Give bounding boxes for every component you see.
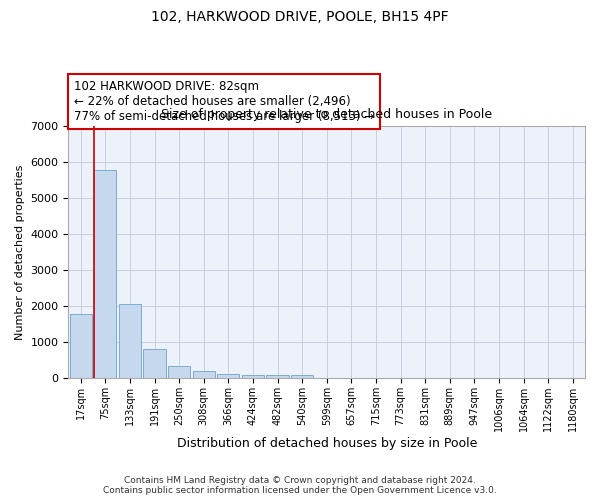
- Bar: [242, 374, 264, 378]
- Bar: [119, 304, 141, 378]
- Bar: [143, 348, 166, 378]
- Bar: [168, 366, 190, 378]
- Bar: [193, 372, 215, 378]
- X-axis label: Distribution of detached houses by size in Poole: Distribution of detached houses by size …: [176, 437, 477, 450]
- Bar: [291, 376, 313, 378]
- Text: 102, HARKWOOD DRIVE, POOLE, BH15 4PF: 102, HARKWOOD DRIVE, POOLE, BH15 4PF: [151, 10, 449, 24]
- Text: 102 HARKWOOD DRIVE: 82sqm
← 22% of detached houses are smaller (2,496)
77% of se: 102 HARKWOOD DRIVE: 82sqm ← 22% of detac…: [74, 80, 374, 124]
- Bar: [94, 170, 116, 378]
- Y-axis label: Number of detached properties: Number of detached properties: [15, 164, 25, 340]
- Title: Size of property relative to detached houses in Poole: Size of property relative to detached ho…: [161, 108, 492, 120]
- Text: Contains HM Land Registry data © Crown copyright and database right 2024.
Contai: Contains HM Land Registry data © Crown c…: [103, 476, 497, 495]
- Bar: [217, 374, 239, 378]
- Bar: [266, 375, 289, 378]
- Bar: [70, 314, 92, 378]
